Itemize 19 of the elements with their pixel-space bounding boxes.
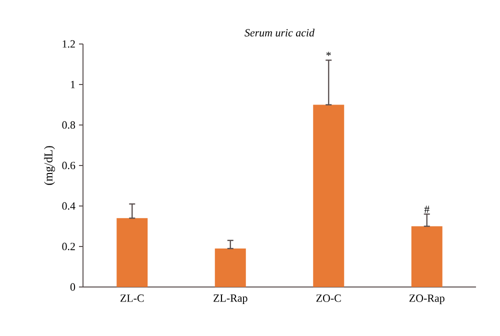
x-tick-label: ZO-C xyxy=(316,294,341,302)
annotation: * xyxy=(326,52,331,56)
y-tick-label: 0.6 xyxy=(62,162,76,170)
y-tick-label: 0.4 xyxy=(62,202,76,210)
x-tick-label: ZL-C xyxy=(120,294,144,302)
bar xyxy=(116,218,148,287)
bar xyxy=(411,226,442,287)
chart-title: Serum uric acid xyxy=(244,28,315,36)
y-tick-label: 1.2 xyxy=(62,40,75,48)
bar xyxy=(214,248,246,287)
y-tick-label: 0.8 xyxy=(62,121,76,129)
bar xyxy=(313,104,344,287)
y-tick-label: 1 xyxy=(70,80,75,88)
x-tick-label: ZL-Rap xyxy=(214,294,248,304)
y-tick-label: 0.2 xyxy=(62,242,75,250)
x-tick-label: ZO-Rap xyxy=(409,294,444,304)
annotation: # xyxy=(424,206,430,213)
y-tick-label: 0 xyxy=(70,283,76,291)
y-axis-title: (mg/dL) xyxy=(44,146,55,185)
